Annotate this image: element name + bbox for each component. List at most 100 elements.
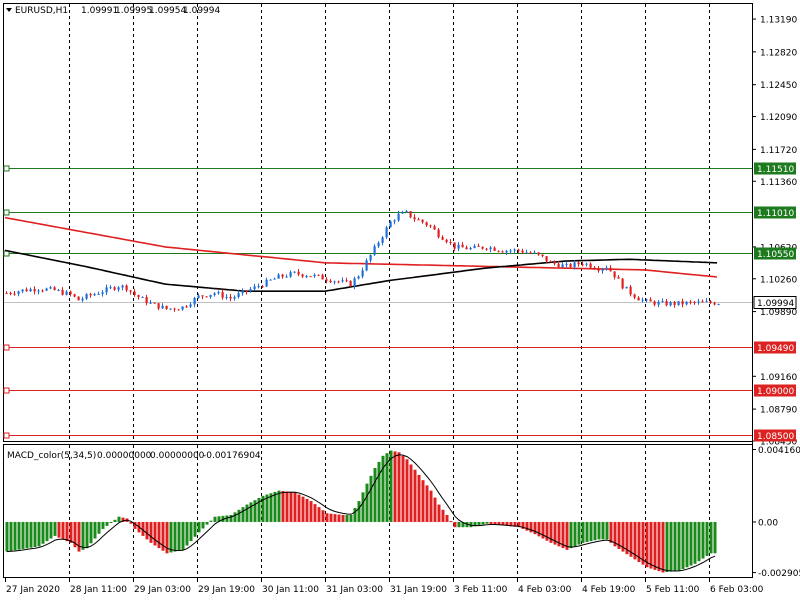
candle-body[interactable] bbox=[5, 292, 8, 294]
candle-body[interactable] bbox=[437, 229, 440, 238]
candle-body[interactable] bbox=[525, 252, 528, 254]
candle-body[interactable] bbox=[313, 274, 316, 277]
candle-body[interactable] bbox=[421, 219, 424, 223]
candle-body[interactable] bbox=[505, 250, 508, 253]
candle-body[interactable] bbox=[701, 301, 704, 303]
candle-body[interactable] bbox=[333, 281, 336, 283]
candle-body[interactable] bbox=[309, 276, 312, 278]
candle-body[interactable] bbox=[385, 227, 388, 238]
level-handle-icon[interactable] bbox=[3, 209, 10, 216]
candle-body[interactable] bbox=[221, 292, 224, 298]
candle-body[interactable] bbox=[301, 274, 304, 277]
candle-body[interactable] bbox=[693, 301, 696, 303]
candle-body[interactable] bbox=[141, 297, 144, 299]
candle-body[interactable] bbox=[489, 247, 492, 250]
candle-body[interactable] bbox=[57, 289, 60, 291]
candle-body[interactable] bbox=[441, 237, 444, 240]
candle-body[interactable] bbox=[533, 252, 536, 254]
candle-body[interactable] bbox=[553, 261, 556, 264]
candle-body[interactable] bbox=[397, 213, 400, 221]
candle-body[interactable] bbox=[561, 264, 564, 268]
candle-body[interactable] bbox=[565, 263, 568, 265]
level-handle-icon[interactable] bbox=[3, 344, 10, 351]
candle-body[interactable] bbox=[85, 294, 88, 299]
candle-body[interactable] bbox=[469, 247, 472, 250]
candle-body[interactable] bbox=[521, 250, 524, 253]
candle-body[interactable] bbox=[409, 211, 412, 218]
candle-body[interactable] bbox=[25, 289, 28, 292]
candle-body[interactable] bbox=[121, 285, 124, 288]
candle-body[interactable] bbox=[593, 267, 596, 269]
candle-body[interactable] bbox=[53, 287, 56, 291]
candle-body[interactable] bbox=[681, 301, 684, 305]
candle-body[interactable] bbox=[277, 274, 280, 279]
candle-body[interactable] bbox=[357, 276, 360, 279]
candle-body[interactable] bbox=[685, 301, 688, 305]
candle-body[interactable] bbox=[361, 270, 364, 277]
candle-body[interactable] bbox=[133, 291, 136, 295]
candle-body[interactable] bbox=[401, 212, 404, 214]
candle-body[interactable] bbox=[517, 249, 520, 251]
candle-body[interactable] bbox=[645, 299, 648, 301]
candle-body[interactable] bbox=[249, 289, 252, 292]
candle-body[interactable] bbox=[69, 291, 72, 295]
candle-body[interactable] bbox=[557, 263, 560, 268]
candle-body[interactable] bbox=[189, 304, 192, 307]
candle-body[interactable] bbox=[641, 299, 644, 301]
candle-body[interactable] bbox=[413, 217, 416, 220]
candle-body[interactable] bbox=[329, 280, 332, 283]
candle-body[interactable] bbox=[293, 271, 296, 273]
candle-body[interactable] bbox=[209, 294, 212, 297]
candle-body[interactable] bbox=[73, 294, 76, 297]
candle-body[interactable] bbox=[321, 274, 324, 280]
candle-body[interactable] bbox=[609, 267, 612, 272]
candle-body[interactable] bbox=[65, 291, 68, 295]
candle-body[interactable] bbox=[457, 244, 460, 249]
candle-body[interactable] bbox=[289, 272, 292, 277]
candle-body[interactable] bbox=[473, 245, 476, 248]
candle-body[interactable] bbox=[537, 252, 540, 255]
candle-body[interactable] bbox=[129, 290, 132, 292]
candle-body[interactable] bbox=[705, 301, 708, 303]
candle-body[interactable] bbox=[597, 268, 600, 271]
candle-body[interactable] bbox=[393, 220, 396, 222]
level-handle-icon[interactable] bbox=[3, 432, 10, 439]
candle-body[interactable] bbox=[497, 250, 500, 252]
candle-body[interactable] bbox=[353, 278, 356, 287]
candle-body[interactable] bbox=[81, 298, 84, 301]
candle-body[interactable] bbox=[233, 296, 236, 299]
candle-body[interactable] bbox=[573, 262, 576, 267]
candle-body[interactable] bbox=[477, 245, 480, 247]
candle-body[interactable] bbox=[97, 293, 100, 295]
candle-body[interactable] bbox=[713, 302, 716, 305]
candle-body[interactable] bbox=[377, 242, 380, 247]
candle-body[interactable] bbox=[325, 279, 328, 281]
candle-body[interactable] bbox=[613, 271, 616, 278]
candle-body[interactable] bbox=[449, 241, 452, 243]
candle-body[interactable] bbox=[193, 297, 196, 305]
candle-body[interactable] bbox=[637, 297, 640, 301]
candle-body[interactable] bbox=[197, 295, 200, 298]
candle-body[interactable] bbox=[501, 251, 504, 253]
horizontal-levels[interactable] bbox=[3, 165, 752, 439]
candle-body[interactable] bbox=[373, 246, 376, 255]
candle-body[interactable] bbox=[213, 293, 216, 295]
candle-body[interactable] bbox=[225, 296, 228, 298]
candle-body[interactable] bbox=[165, 305, 168, 309]
candle-body[interactable] bbox=[17, 291, 20, 294]
candle-body[interactable] bbox=[145, 297, 148, 304]
candle-body[interactable] bbox=[585, 263, 588, 265]
candle-body[interactable] bbox=[173, 308, 176, 310]
candle-body[interactable] bbox=[269, 279, 272, 281]
candle-body[interactable] bbox=[181, 306, 184, 310]
candle-body[interactable] bbox=[253, 286, 256, 290]
candle-body[interactable] bbox=[29, 289, 32, 292]
candle-body[interactable] bbox=[649, 299, 652, 302]
candle-body[interactable] bbox=[405, 211, 408, 213]
candle-body[interactable] bbox=[661, 301, 664, 303]
candle-body[interactable] bbox=[657, 301, 660, 305]
candle-body[interactable] bbox=[137, 294, 140, 298]
candle-body[interactable] bbox=[125, 285, 128, 291]
candle-body[interactable] bbox=[369, 254, 372, 261]
